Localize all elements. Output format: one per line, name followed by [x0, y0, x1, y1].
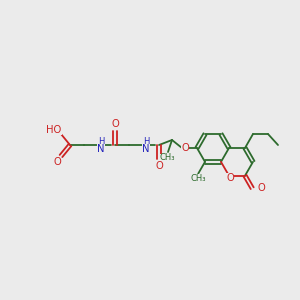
Text: HO: HO: [46, 125, 62, 135]
Text: H: H: [98, 136, 104, 146]
Text: N: N: [97, 144, 105, 154]
Text: O: O: [111, 119, 119, 129]
Text: H: H: [143, 136, 149, 146]
Text: O: O: [181, 143, 189, 153]
Text: O: O: [257, 183, 265, 193]
Text: O: O: [226, 173, 234, 183]
Text: CH₃: CH₃: [190, 174, 206, 183]
Text: O: O: [53, 157, 61, 167]
Text: CH₃: CH₃: [159, 154, 175, 163]
Text: O: O: [155, 161, 163, 171]
Text: N: N: [142, 144, 150, 154]
